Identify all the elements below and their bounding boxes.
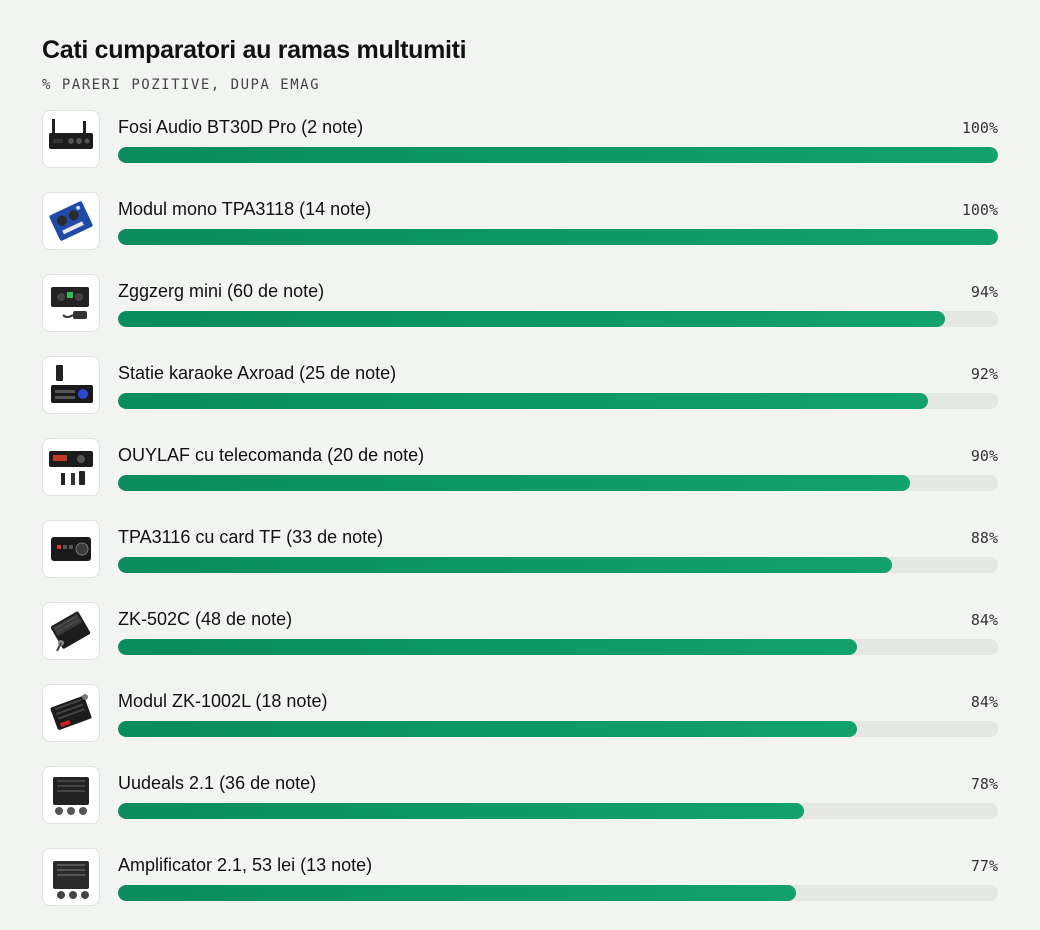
bar-label: TPA3116 cu card TF (33 de note) [118, 527, 384, 547]
bar-fill-6 [118, 557, 893, 573]
bar-value-label: 90% [970, 447, 998, 465]
bar-fill-1 [118, 147, 998, 163]
bar-row-1: Fosi Audio BT30D Pro (2 note) 100% [0, 110, 1040, 192]
amplifier-module-icon [42, 602, 100, 660]
bar-value-label: 92% [970, 365, 998, 383]
bar-row-7: ZK-502C (48 de note) 84% [0, 602, 1040, 684]
bar-row-10: Amplificator 2.1, 53 lei (13 note) 77% [0, 848, 1040, 930]
amplifier-board-knobs-icon [42, 766, 100, 824]
chart-subtitle: % PARERI POZITIVE, DUPA EMAG [42, 77, 321, 93]
karaoke-amplifier-icon [42, 356, 100, 414]
amplifier-board-2-1-icon [42, 848, 100, 906]
bar-track [118, 311, 998, 327]
bar-fill-9 [118, 803, 805, 819]
bar-track [118, 475, 998, 491]
bar-row-6: TPA3116 cu card TF (33 de note) 88% [0, 520, 1040, 602]
bar-fill-7 [118, 639, 858, 655]
bar-track [118, 557, 998, 573]
bar-row-2: Modul mono TPA3118 (14 note) 100% [0, 192, 1040, 274]
bar-value-label: 88% [970, 529, 998, 547]
bar-fill-4 [118, 393, 928, 409]
mini-amplifier-icon [42, 274, 100, 332]
bar-track [118, 147, 998, 163]
bar-value-label: 100% [961, 119, 998, 137]
bar-fill-10 [118, 885, 796, 901]
bar-label: Modul mono TPA3118 (14 note) [118, 199, 372, 219]
amplifier-with-remote-icon [42, 438, 100, 496]
amplifier-black-box-icon [42, 110, 100, 168]
bar-track [118, 721, 998, 737]
bar-label: Uudeals 2.1 (36 de note) [118, 773, 317, 793]
bar-row-5: OUYLAF cu telecomanda (20 de note) 90% [0, 438, 1040, 520]
bar-row-9: Uudeals 2.1 (36 de note) 78% [0, 766, 1040, 848]
bar-value-label: 78% [970, 775, 998, 793]
bar-row-4: Statie karaoke Axroad (25 de note) 92% [0, 356, 1040, 438]
bar-track [118, 393, 998, 409]
bar-label: Amplificator 2.1, 53 lei (13 note) [118, 855, 373, 875]
bar-track [118, 885, 998, 901]
bar-row-3: Zggzerg mini (60 de note) 94% [0, 274, 1040, 356]
chart-title: Cati cumparatori au ramas multumiti [42, 36, 467, 64]
bar-fill-2 [118, 229, 998, 245]
bar-value-label: 84% [970, 693, 998, 711]
bar-row-8: Modul ZK-1002L (18 note) 84% [0, 684, 1040, 766]
bar-label: ZK-502C (48 de note) [118, 609, 293, 629]
bar-track [118, 639, 998, 655]
bar-value-label: 94% [970, 283, 998, 301]
bar-fill-8 [118, 721, 858, 737]
blue-circuit-board-icon [42, 192, 100, 250]
bar-value-label: 77% [970, 857, 998, 875]
bar-value-label: 100% [961, 201, 998, 219]
bar-fill-5 [118, 475, 910, 491]
bar-track [118, 229, 998, 245]
bar-track [118, 803, 998, 819]
bar-list: Fosi Audio BT30D Pro (2 note) 100% Modul… [0, 110, 1040, 906]
bar-label: Zggzerg mini (60 de note) [118, 281, 325, 301]
bar-label: OUYLAF cu telecomanda (20 de note) [118, 445, 425, 465]
bar-label: Fosi Audio BT30D Pro (2 note) [118, 117, 364, 137]
compact-amplifier-icon [42, 520, 100, 578]
bar-label: Statie karaoke Axroad (25 de note) [118, 363, 397, 383]
bar-value-label: 84% [970, 611, 998, 629]
bar-fill-3 [118, 311, 946, 327]
bar-label: Modul ZK-1002L (18 note) [118, 691, 328, 711]
amplifier-module-heatsink-icon [42, 684, 100, 742]
